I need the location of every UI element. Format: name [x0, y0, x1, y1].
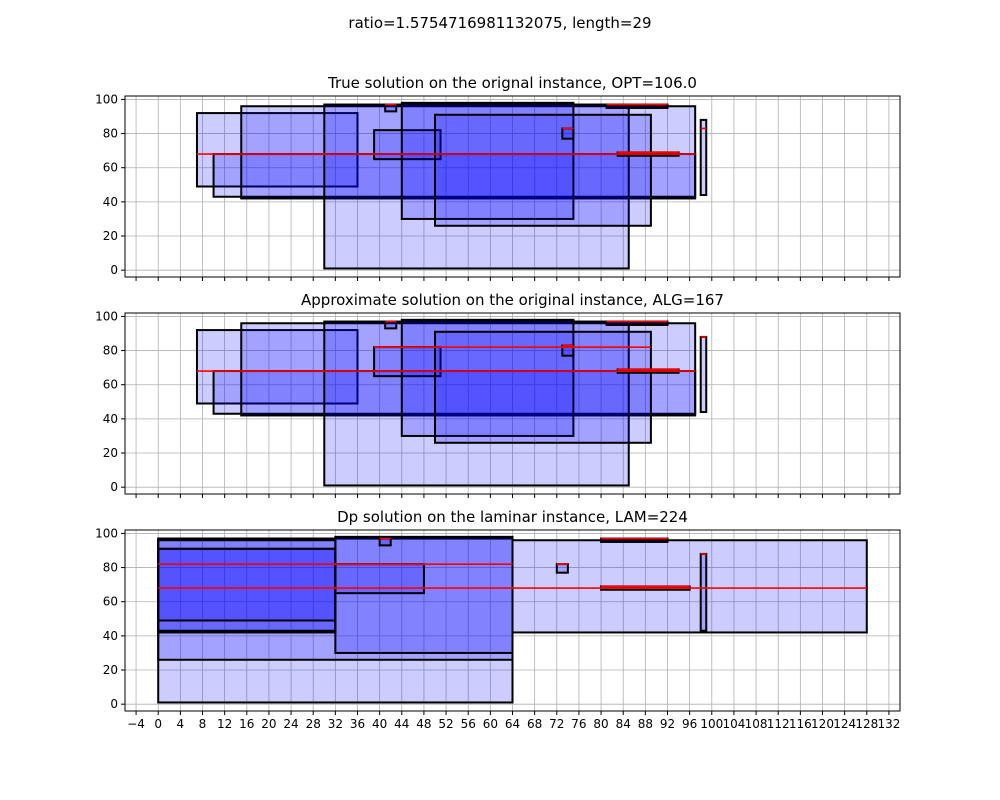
x-tick-label: 116	[789, 717, 812, 731]
x-tick-label: 0	[154, 717, 162, 731]
x-tick-label: 80	[593, 717, 608, 731]
y-tick-label: 40	[103, 412, 118, 426]
x-tick-label: 36	[350, 717, 365, 731]
x-tick-label: 112	[767, 717, 790, 731]
solution-rect	[699, 552, 708, 632]
x-tick-label: 120	[811, 717, 834, 731]
solution-rect	[378, 537, 392, 547]
x-tick-label: 4	[177, 717, 185, 731]
y-tick-label: 60	[103, 378, 118, 392]
chart-panel-1: True solution on the orignal instance, O…	[95, 74, 901, 281]
y-tick-label: 80	[103, 344, 118, 358]
solution-rect	[561, 127, 575, 140]
x-tick-label: 84	[616, 717, 631, 731]
y-tick-label: 60	[103, 595, 118, 609]
y-tick-label: 60	[103, 161, 118, 175]
x-tick-label: 92	[660, 717, 675, 731]
solution-rect	[334, 535, 514, 654]
solution-rect	[384, 320, 398, 330]
x-tick-label: −4	[127, 717, 145, 731]
chart-panel-3: Dp solution on the laminar instance, LAM…	[95, 508, 901, 731]
solution-rect	[400, 318, 575, 437]
x-tick-label: 108	[745, 717, 768, 731]
x-tick-label: 28	[306, 717, 321, 731]
panel-title: Dp solution on the laminar instance, LAM…	[337, 508, 688, 526]
solution-rect	[157, 547, 337, 622]
x-tick-label: 44	[394, 717, 409, 731]
x-tick-label: 24	[283, 717, 298, 731]
x-tick-label: 40	[372, 717, 387, 731]
x-tick-label: 56	[461, 717, 476, 731]
x-tick-label: 100	[700, 717, 723, 731]
x-tick-label: 8	[199, 717, 207, 731]
solution-rect	[212, 153, 697, 198]
solution-rect	[195, 329, 359, 405]
solution-rect	[212, 370, 697, 415]
x-tick-label: 72	[549, 717, 564, 731]
solution-rect	[400, 101, 575, 220]
y-tick-label: 20	[103, 446, 118, 460]
solution-rect	[555, 563, 569, 574]
y-tick-label: 40	[103, 195, 118, 209]
solution-rect	[699, 335, 708, 414]
x-tick-label: 132	[877, 717, 900, 731]
x-tick-label: 68	[527, 717, 542, 731]
solution-rect	[434, 330, 652, 444]
y-tick-label: 100	[95, 309, 118, 323]
x-tick-label: 60	[483, 717, 498, 731]
panels: True solution on the orignal instance, O…	[95, 74, 901, 731]
x-tick-label: 104	[722, 717, 745, 731]
x-tick-label: 52	[438, 717, 453, 731]
x-tick-label: 32	[328, 717, 343, 731]
y-tick-label: 40	[103, 629, 118, 643]
x-tick-label: 128	[855, 717, 878, 731]
x-tick-label: 20	[261, 717, 276, 731]
solution-rect	[157, 539, 337, 634]
x-tick-label: 48	[416, 717, 431, 731]
y-tick-label: 0	[110, 697, 118, 711]
panel-title: True solution on the orignal instance, O…	[327, 74, 697, 92]
y-tick-label: 20	[103, 229, 118, 243]
x-tick-label: 16	[239, 717, 254, 731]
solution-rect	[384, 103, 398, 113]
x-tick-label: 64	[505, 717, 520, 731]
panel-title: Approximate solution on the original ins…	[301, 291, 724, 309]
solution-rect	[699, 118, 708, 197]
y-tick-label: 0	[110, 480, 118, 494]
y-tick-label: 20	[103, 663, 118, 677]
x-tick-label: 124	[833, 717, 856, 731]
y-tick-label: 100	[95, 526, 118, 540]
y-tick-label: 0	[110, 263, 118, 277]
y-tick-label: 100	[95, 92, 118, 106]
figure-suptitle: ratio=1.5754716981132075, length=29	[348, 14, 651, 32]
chart-panel-2: Approximate solution on the original ins…	[95, 291, 901, 498]
x-tick-label: 88	[638, 717, 653, 731]
solution-rect	[434, 113, 652, 227]
x-tick-label: 76	[571, 717, 586, 731]
y-tick-label: 80	[103, 127, 118, 141]
y-tick-label: 80	[103, 561, 118, 575]
x-tick-label: 12	[217, 717, 232, 731]
x-tick-label: 96	[682, 717, 697, 731]
solution-rect	[195, 112, 359, 188]
